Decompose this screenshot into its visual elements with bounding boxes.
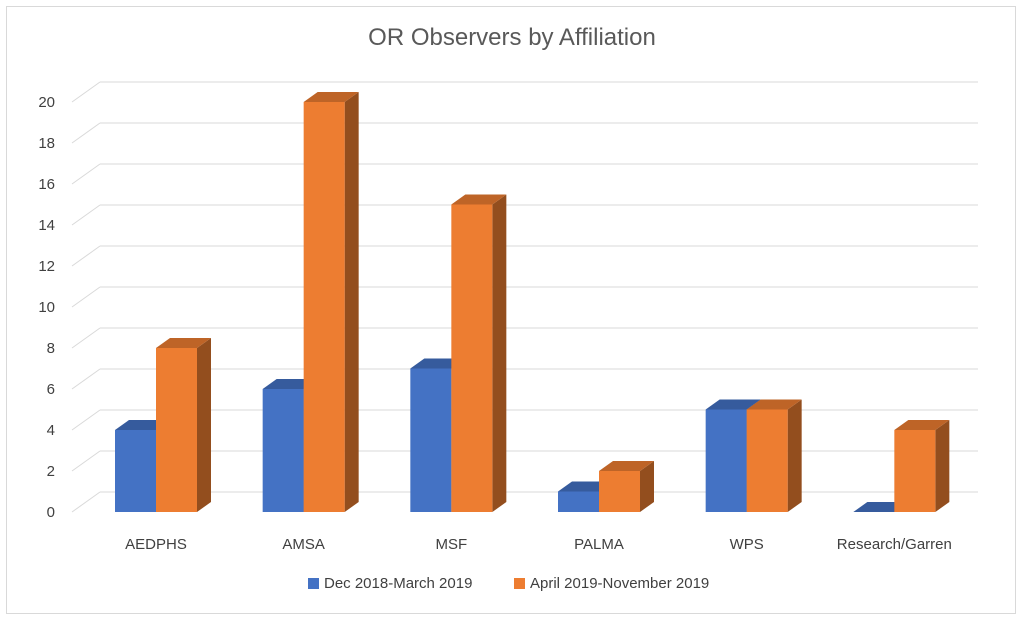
bar-front	[451, 204, 493, 512]
x-tick-label: WPS	[730, 536, 764, 553]
legend: Dec 2018-March 2019 April 2019-November 2…	[308, 575, 709, 592]
x-tick-label: Research/Garren	[837, 536, 952, 553]
x-tick-label: PALMA	[574, 536, 624, 553]
gridline-depth	[71, 491, 101, 513]
legend-swatch	[308, 578, 319, 589]
bar-front	[303, 102, 345, 512]
bar-front	[599, 471, 640, 512]
x-tick-label: MSF	[435, 536, 467, 553]
bar-front	[558, 491, 599, 512]
gridline-depth	[71, 245, 101, 267]
y-tick-label: 2	[47, 463, 55, 480]
bar-wps-series-2	[746, 399, 802, 512]
bar-front	[894, 430, 936, 512]
bar-front	[262, 389, 304, 512]
gridline-depth	[71, 409, 101, 431]
y-tick-label: 16	[38, 176, 55, 193]
chart-frame	[6, 6, 1016, 614]
legend-swatch	[514, 578, 525, 589]
x-tick-label: AEDPHS	[125, 536, 187, 553]
legend-label: April 2019-November 2019	[530, 575, 709, 592]
bar-side	[787, 399, 802, 512]
y-tick-label: 6	[47, 381, 55, 398]
bar-front	[115, 430, 156, 512]
gridline-depth	[71, 327, 101, 349]
y-tick-label: 12	[38, 258, 55, 275]
gridline-depth	[71, 286, 101, 308]
bar-aedphs-series-2	[156, 338, 211, 512]
bar-side	[935, 420, 950, 512]
legend-label: Dec 2018-March 2019	[324, 575, 472, 592]
y-tick-label: 18	[38, 135, 55, 152]
bar-side	[492, 194, 507, 512]
bar-amsa-series-2	[303, 92, 359, 512]
chart-title: OR Observers by Affiliation	[368, 24, 656, 51]
gridline-depth	[71, 163, 101, 185]
y-tick-label: 14	[38, 217, 55, 234]
bar-msf-series-2	[451, 194, 507, 512]
y-tick-label: 8	[47, 340, 55, 357]
bar-front	[156, 348, 197, 512]
bar-top	[894, 420, 950, 430]
bar-top	[705, 399, 761, 410]
bar-research-garren-series-2	[894, 420, 950, 512]
x-axis-ticks: AEDPHS AMSA MSF PALMA WPS Research/Garren	[125, 536, 952, 553]
gridline-depth	[71, 450, 101, 472]
bar-top	[303, 92, 359, 102]
bar-side	[197, 338, 211, 512]
bar-side	[640, 461, 654, 512]
bar-top	[746, 399, 802, 410]
gridline-depth	[71, 81, 101, 103]
bar-top	[599, 461, 654, 471]
gridlines	[71, 81, 978, 513]
bars	[115, 92, 950, 512]
bar-top	[156, 338, 211, 348]
y-tick-label: 10	[38, 299, 55, 316]
bar-front	[705, 409, 747, 512]
gridline-depth	[71, 122, 101, 144]
y-tick-label: 4	[47, 422, 55, 439]
gridline-depth	[71, 368, 101, 390]
y-tick-label: 20	[38, 94, 55, 111]
bar-front	[410, 368, 452, 512]
y-axis-ticks: 0 2 4 6 8 10 12 14 16 18 20	[38, 94, 55, 521]
x-tick-label: AMSA	[282, 536, 325, 553]
gridline-depth	[71, 204, 101, 226]
y-tick-label: 0	[47, 504, 55, 521]
bar-top	[451, 194, 507, 205]
bar-palma-series-2	[599, 461, 654, 512]
bar-front	[746, 409, 788, 512]
bar-side	[344, 92, 359, 512]
